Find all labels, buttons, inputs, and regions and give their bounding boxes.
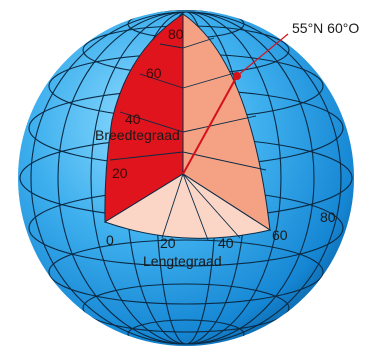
longitude-tick-60: 60 bbox=[272, 227, 288, 243]
latitude-tick-40: 40 bbox=[125, 111, 141, 127]
point-coordinate-label: 55°N 60°O bbox=[292, 20, 359, 36]
point-leader-line bbox=[236, 33, 289, 77]
longitude-tick-80: 80 bbox=[320, 209, 336, 225]
latitude-tick-20: 20 bbox=[112, 165, 128, 181]
latitude-wedge bbox=[104, 13, 184, 223]
longitude-tick-20: 20 bbox=[160, 235, 176, 251]
latitude-title: Breedtegraad bbox=[95, 127, 180, 143]
longitude-tick-40: 40 bbox=[218, 235, 234, 251]
point-marker bbox=[233, 72, 241, 80]
longitude-title: Lengtegraad bbox=[143, 253, 222, 269]
wedge-grid-lines bbox=[109, 14, 267, 241]
longitude-wedge bbox=[182, 13, 271, 231]
point-radius-line bbox=[182, 75, 238, 175]
latitude-tick-60: 60 bbox=[146, 65, 162, 81]
longitude-tick-0: 0 bbox=[106, 232, 114, 248]
latitude-tick-80: 80 bbox=[168, 26, 184, 42]
equator-wedge bbox=[103, 173, 272, 239]
